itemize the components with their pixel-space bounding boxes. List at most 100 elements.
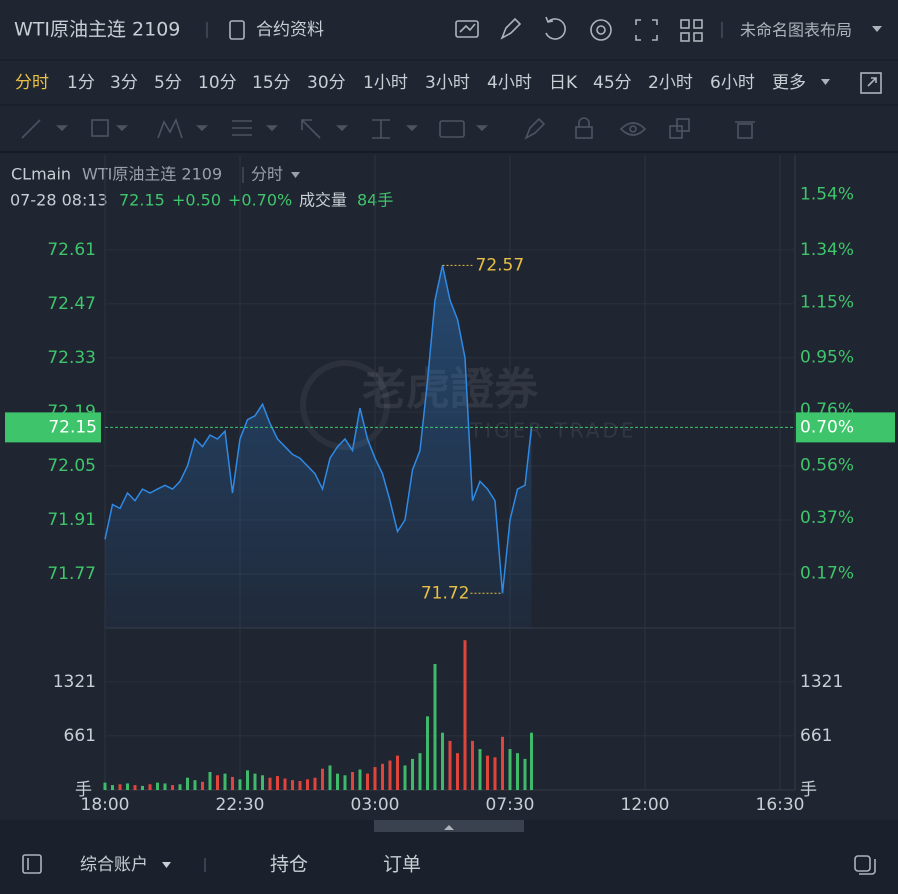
price-line (104, 265, 533, 594)
symbol-name: WTI原油主连 2109 (82, 165, 222, 184)
volume-bar (478, 749, 482, 790)
volume-bar (411, 758, 414, 790)
price-area (105, 265, 532, 628)
doc-icon[interactable] (229, 20, 245, 40)
toolbar-icons[interactable] (455, 16, 703, 42)
timeframe[interactable]: 日K (549, 73, 578, 93)
dropdown-arrow[interactable] (821, 79, 830, 85)
symbol-title[interactable]: WTI原油主连 2109 (14, 19, 180, 41)
volume-bar (126, 783, 129, 790)
volume-bar (261, 775, 264, 790)
volume-bar (441, 732, 444, 790)
timeframe[interactable]: 2小时 (648, 73, 693, 93)
volume-bar (448, 740, 452, 790)
fullscreen-icon[interactable] (860, 72, 882, 94)
y2-tick-label: 1.54% (800, 185, 854, 205)
volume-bar (358, 769, 362, 790)
volume-bar (208, 771, 212, 790)
volume-bar (508, 749, 512, 790)
volume-bar (501, 736, 504, 790)
volume-bar (418, 753, 422, 790)
volume-bar (231, 776, 234, 790)
volume-bar (433, 663, 437, 790)
timeframe[interactable]: 6小时 (710, 73, 755, 93)
contract-info[interactable]: 合约资料 (256, 20, 324, 40)
volume-bar (141, 785, 144, 790)
volume-bar (351, 771, 354, 790)
volume-bar (306, 779, 309, 790)
volume-bar (456, 753, 459, 790)
volume-bar (523, 758, 527, 790)
volume-bar (118, 784, 122, 790)
x-tick-label: 12:00 (621, 795, 670, 815)
timeframe[interactable]: 3小时 (425, 73, 470, 93)
quote-price: 72.15 (119, 191, 165, 210)
positions-tab[interactable]: 持仓 (270, 854, 308, 876)
timeframe[interactable]: 4小时 (487, 73, 532, 93)
volume-bar (381, 763, 384, 790)
timeframe[interactable]: 3分 (110, 73, 138, 93)
volume-bar (238, 779, 242, 790)
volume-bar (156, 782, 159, 790)
volume-bar (193, 780, 197, 790)
timeframe[interactable]: 分时 (15, 73, 49, 93)
high-label: 72.57 (476, 255, 525, 275)
volume-bar (313, 777, 317, 790)
chart: CLmain WTI原油主连 2109 分时 07-28 08:13 72.15… (5, 155, 895, 815)
timeframe[interactable]: 5分 (154, 73, 182, 93)
timeframe[interactable]: 1分 (67, 73, 95, 93)
current-price-label: 72.15 (48, 417, 97, 437)
account[interactable]: 综合账户 (80, 855, 148, 875)
timeframe[interactable]: 30分 (307, 73, 346, 93)
volume-bar (133, 785, 137, 790)
volume-bar (516, 753, 519, 790)
y2-tick-label: 1.34% (800, 240, 854, 260)
volume-bar (111, 785, 114, 790)
quote-change: +0.50 (172, 191, 221, 210)
low-label: 71.72 (421, 583, 470, 603)
volume-bar (216, 775, 219, 790)
timeframe[interactable]: 10分 (198, 73, 237, 93)
volume-bar (148, 784, 152, 790)
volume-label: 成交量 (299, 191, 347, 210)
orders-tab[interactable]: 订单 (383, 854, 421, 876)
y-tick-label: 71.91 (47, 510, 96, 530)
current-pct-box (796, 412, 895, 443)
dropdown-arrow[interactable] (162, 862, 171, 868)
volume-bar (343, 775, 347, 790)
x-tick-label: 03:00 (351, 795, 400, 815)
watermark: TIGER TRADE (469, 419, 637, 443)
volume-bar (103, 782, 107, 790)
layout-name[interactable]: 未命名图表布局 (740, 21, 852, 40)
volume-bar (298, 780, 302, 790)
timeframe[interactable]: 15分 (252, 73, 291, 93)
volume-bar (328, 765, 332, 790)
quote-change-pct: +0.70% (228, 191, 292, 210)
x-tick-label: 18:00 (81, 795, 130, 815)
timeframe[interactable]: 45分 (593, 73, 632, 93)
dropdown-arrow[interactable] (872, 26, 882, 32)
y-tick-label: 72.47 (47, 294, 96, 314)
volume-bar (493, 757, 497, 790)
volume-tick-label: 661 (64, 726, 96, 746)
drawing-tools[interactable] (21, 117, 755, 140)
volume-bar (373, 767, 377, 790)
timeframe[interactable]: 1小时 (363, 73, 408, 93)
window-icon[interactable] (854, 855, 876, 875)
y-tick-label: 72.61 (47, 240, 96, 260)
volume-bar (253, 773, 257, 790)
volume-bar (530, 732, 533, 790)
y2-tick-label: 0.17% (800, 563, 854, 583)
current-pct-label: 0.70% (800, 417, 854, 437)
volume-bar (223, 773, 227, 790)
volume-bar (276, 776, 279, 790)
volume-bar (396, 755, 399, 790)
panel-icon[interactable] (22, 854, 42, 874)
volume-unit: 手 (75, 780, 92, 800)
period[interactable]: 分时 (251, 165, 283, 184)
dropdown-arrow[interactable] (291, 172, 300, 178)
timeframe[interactable]: 更多 (772, 73, 806, 93)
y2-tick-label: 0.95% (800, 348, 854, 368)
y-tick-label: 72.33 (47, 348, 96, 368)
